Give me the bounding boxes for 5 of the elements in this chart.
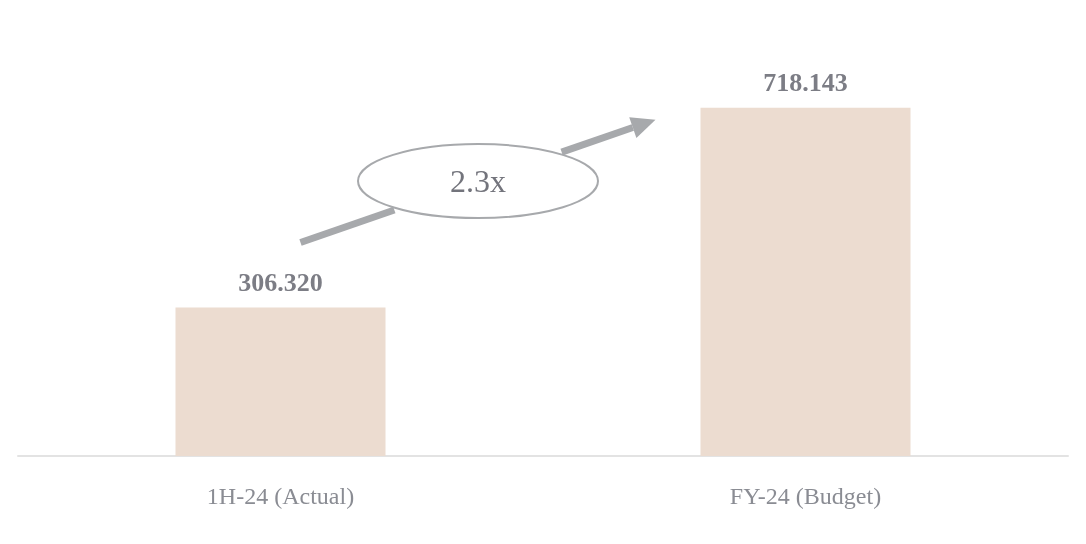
x-tick-label: 1H-24 (Actual)	[206, 483, 355, 509]
x-tick-label: FY-24 (Budget)	[729, 483, 882, 509]
annotation: 2.3x	[450, 163, 506, 200]
data-label: 306.320	[238, 267, 323, 297]
data-label: 718.143	[763, 68, 848, 98]
